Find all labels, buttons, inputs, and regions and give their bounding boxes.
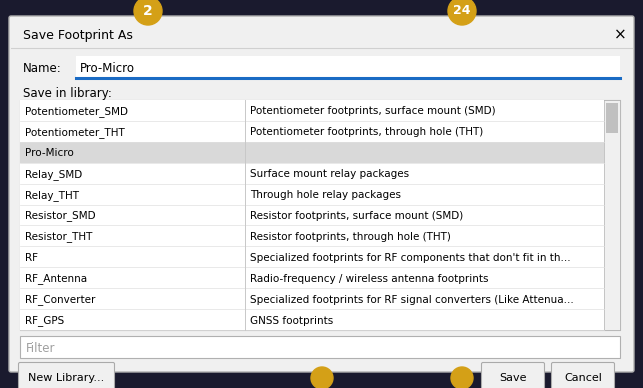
Text: Resistor_THT: Resistor_THT: [25, 232, 93, 242]
Text: Potentiometer footprints, surface mount (SMD): Potentiometer footprints, surface mount …: [250, 106, 496, 116]
Text: Save: Save: [499, 373, 527, 383]
Text: Potentiometer footprints, through hole (THT): Potentiometer footprints, through hole (…: [250, 127, 484, 137]
Text: ×: ×: [613, 28, 626, 43]
Text: Save in library:: Save in library:: [23, 88, 112, 100]
Text: Cancel: Cancel: [564, 373, 602, 383]
Text: Potentiometer_THT: Potentiometer_THT: [25, 127, 125, 138]
Text: Resistor_SMD: Resistor_SMD: [25, 211, 96, 222]
Text: Potentiometer_SMD: Potentiometer_SMD: [25, 106, 128, 117]
Bar: [606, 103, 618, 133]
Text: GNSS footprints: GNSS footprints: [250, 315, 333, 326]
Text: Resistor footprints, through hole (THT): Resistor footprints, through hole (THT): [250, 232, 451, 242]
Bar: [76, 56, 620, 78]
Text: New Library...: New Library...: [28, 373, 105, 383]
Bar: [20, 225, 604, 246]
Circle shape: [311, 367, 333, 388]
Text: Relay_SMD: Relay_SMD: [25, 169, 82, 180]
Bar: [20, 204, 604, 225]
FancyBboxPatch shape: [9, 16, 634, 372]
Text: RF_Antenna: RF_Antenna: [25, 273, 87, 284]
Bar: [20, 121, 604, 142]
Text: RF_Converter: RF_Converter: [25, 294, 95, 305]
Bar: [20, 246, 604, 267]
FancyBboxPatch shape: [482, 362, 545, 388]
Circle shape: [448, 0, 476, 25]
FancyBboxPatch shape: [19, 362, 114, 388]
Text: Name:: Name:: [23, 62, 62, 76]
Text: Save Footprint As: Save Footprint As: [23, 28, 133, 42]
Bar: [20, 100, 604, 121]
Bar: [20, 142, 604, 163]
FancyBboxPatch shape: [552, 362, 615, 388]
Bar: [20, 309, 604, 330]
Text: 24: 24: [453, 5, 471, 17]
Bar: [20, 100, 620, 330]
Text: 2: 2: [143, 4, 153, 18]
Text: RF: RF: [25, 253, 38, 263]
Text: Resistor footprints, surface mount (SMD): Resistor footprints, surface mount (SMD): [250, 211, 463, 221]
Text: Filter: Filter: [26, 341, 55, 355]
Bar: [20, 163, 604, 184]
Bar: [604, 100, 620, 330]
Circle shape: [451, 367, 473, 388]
Circle shape: [64, 367, 86, 388]
Text: Relay_THT: Relay_THT: [25, 190, 79, 201]
Bar: [20, 184, 604, 204]
Text: Pro-Micro: Pro-Micro: [80, 62, 135, 76]
Text: Specialized footprints for RF components that don't fit in th...: Specialized footprints for RF components…: [250, 253, 570, 263]
Text: Surface mount relay packages: Surface mount relay packages: [250, 169, 409, 179]
Text: Specialized footprints for RF signal converters (Like Attenua...: Specialized footprints for RF signal con…: [250, 294, 574, 305]
Text: Pro-Micro: Pro-Micro: [25, 148, 74, 158]
Bar: [20, 288, 604, 309]
Text: Radio-frequency / wireless antenna footprints: Radio-frequency / wireless antenna footp…: [250, 274, 489, 284]
Bar: [20, 336, 620, 358]
Text: RF_GPS: RF_GPS: [25, 315, 64, 326]
Circle shape: [134, 0, 162, 25]
Text: Through hole relay packages: Through hole relay packages: [250, 190, 401, 200]
Bar: [20, 267, 604, 288]
